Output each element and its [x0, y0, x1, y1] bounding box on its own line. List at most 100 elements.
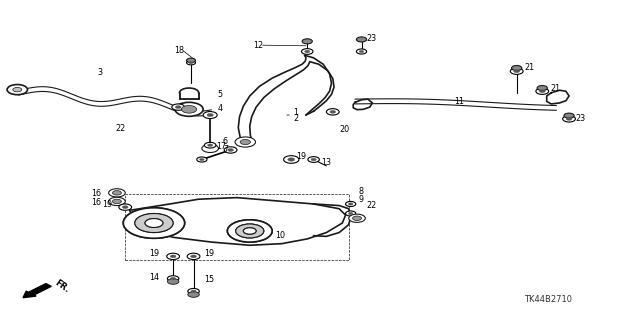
Circle shape — [353, 216, 362, 220]
Polygon shape — [130, 197, 346, 245]
Text: 10: 10 — [275, 231, 285, 240]
Circle shape — [566, 117, 572, 120]
Circle shape — [203, 112, 217, 119]
Circle shape — [200, 158, 204, 161]
Text: 17: 17 — [216, 142, 227, 151]
Circle shape — [540, 90, 545, 93]
Circle shape — [181, 106, 196, 113]
Text: 9: 9 — [358, 195, 364, 204]
Text: 22: 22 — [366, 201, 376, 210]
Circle shape — [228, 149, 234, 152]
Circle shape — [240, 139, 250, 145]
Text: 23: 23 — [575, 114, 586, 123]
Circle shape — [13, 87, 22, 92]
Text: 6: 6 — [223, 137, 228, 145]
Text: 19: 19 — [149, 249, 159, 258]
FancyArrow shape — [23, 284, 51, 298]
Circle shape — [186, 58, 195, 63]
Circle shape — [301, 49, 313, 54]
Circle shape — [188, 288, 199, 294]
Text: 21: 21 — [550, 85, 560, 93]
Text: 11: 11 — [454, 97, 464, 106]
Circle shape — [236, 224, 264, 238]
Circle shape — [188, 292, 199, 297]
Text: 19: 19 — [102, 200, 113, 209]
Circle shape — [284, 156, 299, 163]
Circle shape — [135, 213, 173, 233]
Circle shape — [124, 208, 184, 238]
Circle shape — [359, 50, 364, 53]
Circle shape — [330, 110, 335, 113]
Circle shape — [145, 219, 163, 227]
Text: 15: 15 — [204, 275, 214, 284]
Text: 19: 19 — [296, 152, 306, 161]
Text: 7: 7 — [223, 145, 228, 154]
Circle shape — [191, 290, 196, 293]
Circle shape — [348, 212, 353, 215]
Circle shape — [311, 158, 316, 161]
Text: 3: 3 — [97, 68, 102, 77]
Bar — [125, 195, 349, 260]
Circle shape — [124, 208, 184, 238]
Circle shape — [7, 85, 28, 95]
Text: 13: 13 — [321, 158, 332, 167]
Circle shape — [187, 253, 200, 260]
Circle shape — [346, 211, 356, 216]
Circle shape — [109, 189, 125, 197]
Text: 18: 18 — [174, 46, 184, 56]
Circle shape — [326, 109, 339, 115]
Circle shape — [514, 70, 520, 73]
Circle shape — [236, 224, 264, 238]
Text: 21: 21 — [524, 63, 534, 72]
Circle shape — [168, 276, 179, 281]
Circle shape — [227, 220, 272, 242]
Circle shape — [302, 39, 312, 44]
Circle shape — [511, 65, 522, 70]
Circle shape — [536, 88, 548, 94]
Text: 8: 8 — [358, 187, 364, 196]
Circle shape — [122, 206, 128, 209]
Circle shape — [189, 62, 193, 63]
Circle shape — [356, 37, 367, 42]
Circle shape — [346, 201, 356, 206]
Circle shape — [207, 114, 213, 117]
Circle shape — [348, 203, 353, 205]
Circle shape — [168, 278, 179, 284]
Circle shape — [243, 228, 256, 234]
Text: 2: 2 — [293, 114, 298, 123]
Circle shape — [113, 199, 122, 204]
Circle shape — [186, 60, 195, 65]
Circle shape — [191, 255, 196, 258]
Circle shape — [235, 137, 255, 147]
Text: 5: 5 — [218, 90, 223, 99]
Circle shape — [170, 277, 176, 280]
Text: TK44B2710: TK44B2710 — [524, 295, 572, 304]
Circle shape — [356, 49, 367, 54]
Circle shape — [243, 228, 256, 234]
Circle shape — [563, 116, 575, 122]
Text: FR.: FR. — [53, 278, 71, 295]
Circle shape — [224, 147, 237, 153]
Circle shape — [305, 50, 310, 53]
Circle shape — [207, 144, 212, 146]
Text: 23: 23 — [366, 34, 376, 43]
Text: 20: 20 — [339, 125, 349, 135]
Text: 19: 19 — [204, 249, 214, 258]
Circle shape — [537, 85, 547, 91]
Circle shape — [113, 191, 122, 195]
Circle shape — [175, 102, 203, 116]
Text: 16: 16 — [92, 198, 102, 207]
Circle shape — [135, 213, 173, 233]
Circle shape — [109, 197, 125, 205]
Text: 4: 4 — [218, 104, 223, 113]
Circle shape — [510, 68, 523, 74]
Circle shape — [202, 144, 218, 152]
Circle shape — [145, 219, 163, 227]
Text: 16: 16 — [92, 189, 102, 198]
Circle shape — [308, 157, 319, 162]
Circle shape — [170, 255, 176, 258]
Text: 1: 1 — [293, 108, 298, 117]
Text: 14: 14 — [149, 272, 159, 281]
Circle shape — [172, 104, 184, 110]
Text: 22: 22 — [115, 124, 125, 133]
